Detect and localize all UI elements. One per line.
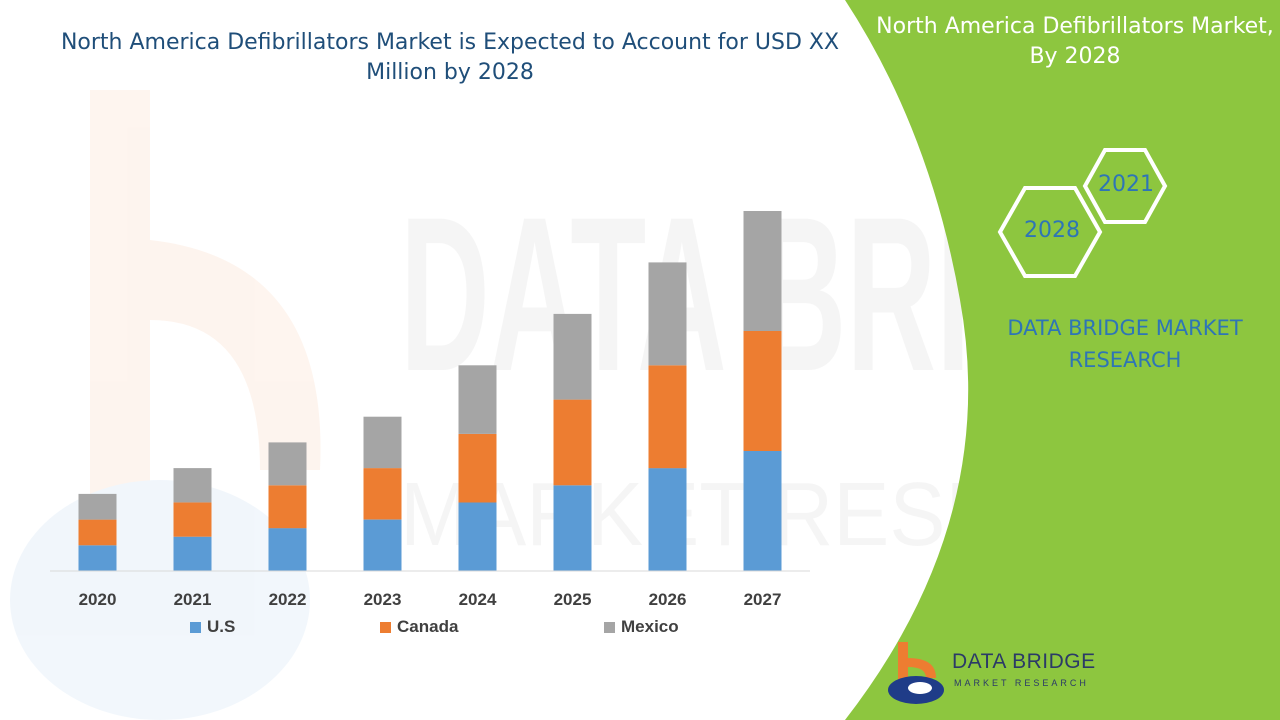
bar-canada-2022 bbox=[268, 485, 307, 529]
x-tick-label-2025: 2025 bbox=[554, 590, 592, 609]
bar-canada-2021 bbox=[173, 502, 212, 537]
bar-us-2022 bbox=[268, 528, 307, 571]
bars-group bbox=[78, 211, 782, 571]
logo-tagline: MARKET RESEARCH bbox=[954, 678, 1089, 688]
x-tick-label-2020: 2020 bbox=[79, 590, 117, 609]
legend-item-mexico: Mexico bbox=[604, 617, 679, 637]
bar-canada-2027 bbox=[743, 331, 782, 451]
legend-swatch-mexico bbox=[604, 621, 615, 633]
chart-title: North America Defibrillators Market is E… bbox=[60, 30, 840, 85]
hex-label-2021: 2021 bbox=[1098, 172, 1154, 197]
bar-us-2023 bbox=[363, 519, 402, 571]
bar-canada-2026 bbox=[648, 365, 687, 469]
bar-us-2027 bbox=[743, 451, 782, 571]
panel-title: North America Defibrillators Market, By … bbox=[876, 14, 1274, 69]
bar-canada-2023 bbox=[363, 468, 402, 520]
logo-name: DATA BRIDGE bbox=[952, 650, 1096, 673]
bar-mexico-2024 bbox=[458, 365, 497, 434]
bar-mexico-2026 bbox=[648, 262, 687, 366]
legend-swatch-canada bbox=[380, 621, 391, 633]
logo: DATA BRIDGE MARKET RESEARCH bbox=[884, 640, 1104, 710]
legend-label-canada: Canada bbox=[397, 617, 459, 636]
bar-us-2021 bbox=[173, 536, 212, 571]
legend-label-mexico: Mexico bbox=[621, 617, 679, 636]
x-tick-label-2022: 2022 bbox=[269, 590, 307, 609]
bar-mexico-2023 bbox=[363, 416, 402, 469]
x-tick-label-2027: 2027 bbox=[744, 590, 782, 609]
hex-label-2028: 2028 bbox=[1024, 218, 1080, 243]
bar-canada-2025 bbox=[553, 399, 592, 486]
bar-mexico-2022 bbox=[268, 442, 307, 486]
bar-canada-2024 bbox=[458, 433, 497, 503]
legend-item-canada: Canada bbox=[380, 617, 458, 637]
bar-us-2025 bbox=[553, 485, 592, 571]
bar-mexico-2020 bbox=[78, 493, 117, 520]
bar-mexico-2021 bbox=[173, 468, 212, 503]
bar-mexico-2027 bbox=[743, 211, 782, 331]
bar-canada-2020 bbox=[78, 519, 117, 546]
bar-mexico-2025 bbox=[553, 313, 592, 400]
logo-mark-icon bbox=[888, 642, 944, 704]
bar-us-2024 bbox=[458, 502, 497, 571]
x-tick-label-2023: 2023 bbox=[364, 590, 402, 609]
brand-text: DATA BRIDGE MARKET RESEARCH bbox=[1007, 316, 1243, 372]
x-tick-label-2026: 2026 bbox=[649, 590, 687, 609]
bar-us-2026 bbox=[648, 468, 687, 571]
legend-swatch-us bbox=[190, 621, 201, 633]
x-tick-label-2021: 2021 bbox=[174, 590, 212, 609]
hexagon-2028 bbox=[997, 186, 1103, 278]
legend-item-us: U.S bbox=[190, 617, 235, 637]
green-panel bbox=[845, 0, 1280, 720]
hexagon-2021 bbox=[1082, 148, 1168, 224]
x-tick-label-2024: 2024 bbox=[459, 590, 497, 609]
bar-us-2020 bbox=[78, 545, 117, 571]
legend-label-us: U.S bbox=[207, 617, 236, 636]
x-tick-labels: 2020 2021 2022 2023 2024 2025 2026 2027 bbox=[79, 590, 782, 609]
